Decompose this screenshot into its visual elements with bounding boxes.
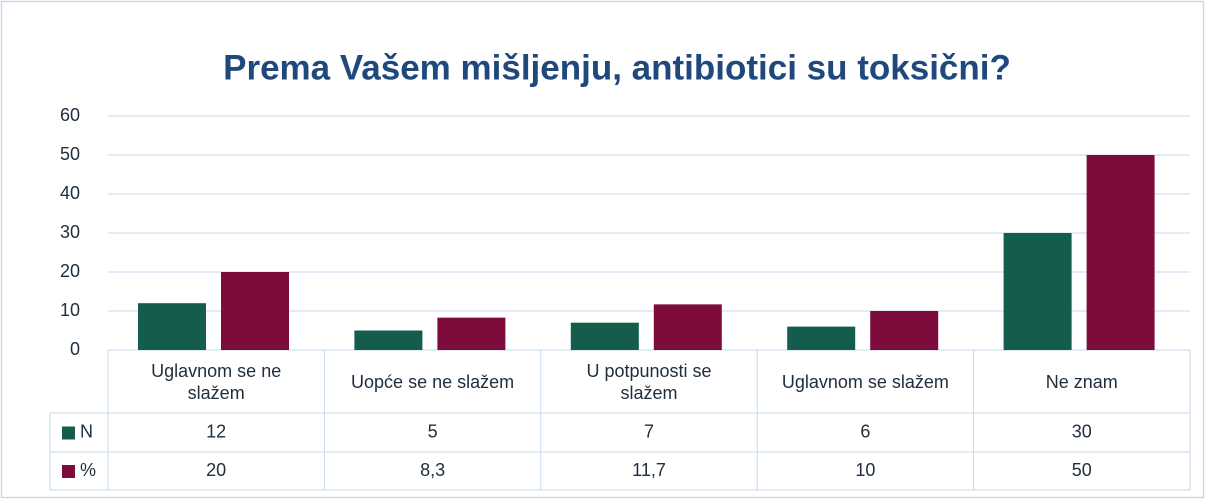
- table-value: 12: [206, 421, 226, 441]
- table-value: 8,3: [420, 460, 445, 480]
- y-tick-label: 40: [60, 183, 80, 203]
- bar: [870, 311, 939, 350]
- legend-label: N: [80, 421, 93, 441]
- bar: [1086, 155, 1155, 350]
- table-value: 30: [1072, 421, 1092, 441]
- bar: [1003, 233, 1072, 350]
- table-value: 11,7: [632, 460, 666, 480]
- x-tick-text: Uglavnom se slažem: [781, 371, 949, 392]
- table-value: 20: [206, 460, 226, 480]
- legend-key: [62, 465, 75, 478]
- legend-key: [62, 426, 75, 440]
- table-value: 10: [855, 460, 875, 480]
- table-value: 6: [860, 421, 870, 441]
- bar: [787, 326, 856, 350]
- x-tick-label: U potpunosti se slažem: [541, 350, 757, 413]
- x-tick-label: Uopće se ne slažem: [324, 350, 540, 413]
- y-tick-label: 0: [70, 339, 80, 359]
- bar: [437, 317, 506, 350]
- x-tick-text: Uopće se ne slažem: [351, 371, 515, 392]
- bar: [221, 272, 289, 350]
- bar: [570, 322, 639, 350]
- table-value: 5: [428, 421, 438, 441]
- y-tick-label: 60: [60, 105, 80, 125]
- y-tick-label: 10: [60, 300, 80, 320]
- y-tick-label: 20: [60, 261, 80, 281]
- y-tick-label: 50: [60, 144, 80, 164]
- x-tick-text: U potpunosti se slažem: [586, 360, 712, 403]
- chart-title: Prema Vašem mišljenju, antibiotici su to…: [223, 48, 1011, 87]
- table-value: 50: [1072, 460, 1092, 480]
- table-value: 7: [644, 421, 654, 441]
- bar: [354, 330, 423, 350]
- bar: [653, 304, 722, 350]
- x-tick-label: Ne znam: [974, 350, 1190, 413]
- y-tick-label: 30: [60, 222, 80, 242]
- x-tick-label: Uglavnom se ne slažem: [108, 350, 324, 413]
- x-tick-label: Uglavnom se slažem: [757, 350, 973, 413]
- x-tick-text: Ne znam: [1045, 371, 1118, 392]
- bar: [138, 303, 206, 350]
- x-tick-text: Uglavnom se ne slažem: [151, 360, 282, 403]
- legend-label: %: [80, 460, 96, 480]
